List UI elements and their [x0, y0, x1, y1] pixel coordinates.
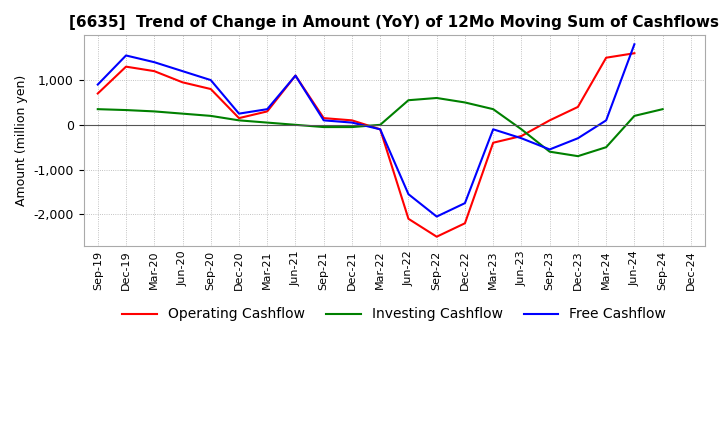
Investing Cashflow — [263, 120, 271, 125]
Investing Cashflow — [404, 98, 413, 103]
Free Cashflow — [630, 42, 639, 47]
Free Cashflow — [207, 77, 215, 83]
Free Cashflow — [320, 118, 328, 123]
Operating Cashflow — [433, 234, 441, 239]
Investing Cashflow — [517, 127, 526, 132]
Investing Cashflow — [574, 154, 582, 159]
Operating Cashflow — [574, 104, 582, 110]
Investing Cashflow — [291, 122, 300, 128]
Free Cashflow — [235, 111, 243, 116]
Free Cashflow — [574, 136, 582, 141]
Investing Cashflow — [122, 107, 130, 113]
Investing Cashflow — [461, 100, 469, 105]
Free Cashflow — [150, 59, 158, 65]
Investing Cashflow — [630, 113, 639, 118]
Free Cashflow — [376, 127, 384, 132]
Investing Cashflow — [178, 111, 186, 116]
Free Cashflow — [545, 147, 554, 152]
Line: Investing Cashflow: Investing Cashflow — [98, 98, 662, 156]
Operating Cashflow — [235, 115, 243, 121]
Free Cashflow — [263, 106, 271, 112]
Investing Cashflow — [602, 145, 611, 150]
Investing Cashflow — [489, 106, 498, 112]
Investing Cashflow — [658, 106, 667, 112]
Operating Cashflow — [545, 118, 554, 123]
Operating Cashflow — [348, 118, 356, 123]
Investing Cashflow — [320, 125, 328, 130]
Free Cashflow — [348, 120, 356, 125]
Investing Cashflow — [235, 118, 243, 123]
Free Cashflow — [489, 127, 498, 132]
Title: [6635]  Trend of Change in Amount (YoY) of 12Mo Moving Sum of Cashflows: [6635] Trend of Change in Amount (YoY) o… — [69, 15, 719, 30]
Investing Cashflow — [376, 122, 384, 128]
Operating Cashflow — [602, 55, 611, 60]
Operating Cashflow — [263, 109, 271, 114]
Operating Cashflow — [122, 64, 130, 69]
Operating Cashflow — [291, 73, 300, 78]
Operating Cashflow — [320, 115, 328, 121]
Free Cashflow — [517, 136, 526, 141]
Free Cashflow — [291, 73, 300, 78]
Operating Cashflow — [376, 127, 384, 132]
Free Cashflow — [94, 82, 102, 87]
Free Cashflow — [178, 69, 186, 74]
Operating Cashflow — [630, 51, 639, 56]
Legend: Operating Cashflow, Investing Cashflow, Free Cashflow: Operating Cashflow, Investing Cashflow, … — [117, 302, 672, 327]
Line: Free Cashflow: Free Cashflow — [98, 44, 634, 216]
Free Cashflow — [404, 191, 413, 197]
Operating Cashflow — [94, 91, 102, 96]
Investing Cashflow — [545, 149, 554, 154]
Investing Cashflow — [348, 125, 356, 130]
Investing Cashflow — [150, 109, 158, 114]
Y-axis label: Amount (million yen): Amount (million yen) — [15, 75, 28, 206]
Investing Cashflow — [433, 95, 441, 101]
Operating Cashflow — [207, 86, 215, 92]
Free Cashflow — [122, 53, 130, 58]
Investing Cashflow — [207, 113, 215, 118]
Operating Cashflow — [178, 80, 186, 85]
Free Cashflow — [461, 201, 469, 206]
Investing Cashflow — [94, 106, 102, 112]
Operating Cashflow — [404, 216, 413, 221]
Operating Cashflow — [150, 69, 158, 74]
Operating Cashflow — [489, 140, 498, 145]
Free Cashflow — [433, 214, 441, 219]
Line: Operating Cashflow: Operating Cashflow — [98, 53, 634, 237]
Operating Cashflow — [517, 133, 526, 139]
Free Cashflow — [602, 118, 611, 123]
Operating Cashflow — [461, 220, 469, 226]
